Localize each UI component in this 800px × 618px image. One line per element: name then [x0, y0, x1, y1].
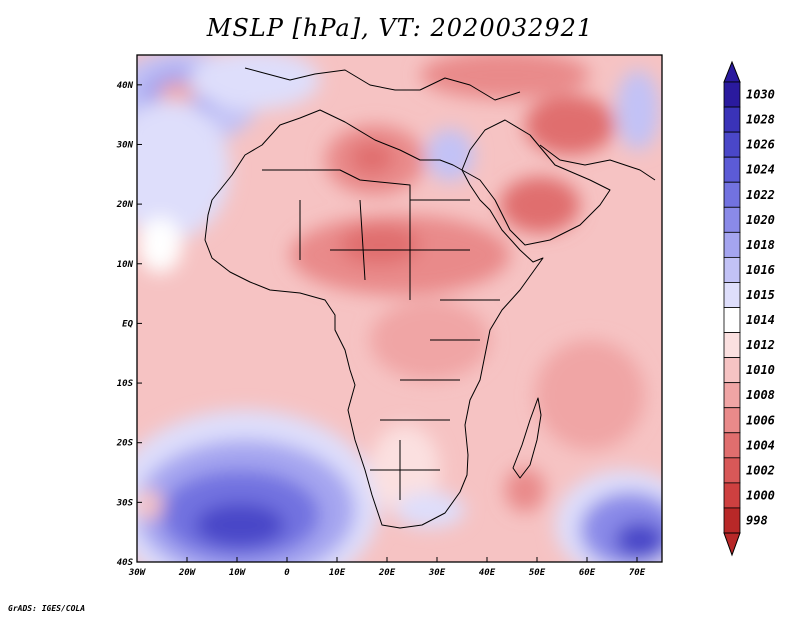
iberia-ridge — [190, 55, 320, 110]
colorbar-swatch — [723, 482, 741, 509]
central-asia-ridge — [616, 70, 660, 150]
colorbar-label: 1000 — [746, 488, 775, 502]
colorbar-swatch — [723, 357, 741, 384]
colorbar-label: 1016 — [746, 263, 775, 277]
lon-tick-label: 30W — [128, 568, 147, 578]
lat-tick-label: 10S — [117, 379, 134, 389]
border-south — [370, 440, 440, 500]
axis-ticks — [136, 84, 638, 563]
colorbar-label: 1015 — [746, 288, 775, 302]
colorbar-label: 1012 — [746, 338, 775, 352]
colorbar-swatch — [723, 256, 741, 283]
colorbar-swatch — [723, 156, 741, 183]
colorbar-label: 1022 — [746, 188, 775, 202]
border-sahel — [262, 169, 470, 201]
border-central — [299, 199, 470, 300]
lon-tick-label: 70E — [629, 568, 646, 578]
lat-tick-label: 20N — [116, 200, 134, 210]
colorbar-swatch — [723, 457, 741, 484]
lon-tick-label: 20W — [178, 568, 197, 578]
colorbar-swatch — [723, 382, 741, 409]
axis-labels: 30W 20W 10W 0 10E 20E 30E 40E 50E 60E 70E 40N 30N 20N… — [116, 81, 646, 578]
madagascar — [512, 397, 542, 479]
lon-tick-label: 10W — [229, 568, 247, 578]
lon-tick-label: 20E — [378, 568, 396, 578]
nw-ridge — [137, 100, 230, 240]
colorbar-swatch — [723, 307, 741, 333]
sahara-low-core — [350, 142, 394, 174]
colorbar-bottom-arrow — [723, 532, 741, 557]
coastlines-borders — [204, 67, 656, 529]
colorbar-label: 1018 — [746, 238, 775, 252]
colorbar-top-arrow — [723, 60, 741, 83]
egypt-ridge — [426, 129, 474, 181]
colorbar-label: 1028 — [746, 113, 775, 127]
colorbar-swatch — [723, 81, 741, 108]
atlantic-coastal-1014 — [138, 217, 182, 273]
credit-text: GrADS: IGES/COLA — [8, 604, 86, 613]
lon-tick-label: 40E — [479, 568, 496, 578]
colorbar-swatch — [723, 432, 741, 459]
europe-coast — [244, 67, 521, 101]
cape-ridge — [395, 492, 465, 528]
colorbar-swatch — [723, 206, 741, 233]
lat-tick-label: 30S — [116, 498, 134, 508]
arabia-low — [500, 177, 580, 233]
colorbar-label: 1004 — [746, 438, 775, 452]
colorbar-label: 1014 — [746, 313, 775, 327]
colorbar-swatch — [723, 332, 741, 359]
border-east — [380, 299, 500, 421]
colorbar-swatch — [723, 507, 741, 534]
lon-tick-label: 50E — [529, 568, 546, 578]
colorbar-label: 1006 — [746, 413, 775, 427]
turkey-low — [420, 55, 590, 99]
iran-low — [525, 95, 615, 155]
indian-ocean-low — [535, 340, 645, 450]
persian-gulf-coast — [539, 144, 656, 181]
lat-tick-label: EQ — [122, 319, 133, 329]
colorbar-label: 1024 — [746, 163, 775, 177]
colorbar-swatch — [723, 231, 741, 258]
colorbar-label: 1010 — [746, 363, 775, 377]
africa-coastline — [204, 109, 544, 529]
colorbar-swatch — [723, 282, 741, 308]
arabian-peninsula — [461, 119, 611, 246]
sahel-low-core — [340, 225, 420, 265]
colorbar: 1030 1028 1026 1024 1022 1020 1018 1016 1015 1014… — [723, 60, 775, 557]
map-title: MSLP [hPa], VT: 2020032921 — [206, 14, 594, 42]
lat-tick-label: 40N — [117, 81, 134, 91]
colorbar-label: 1030 — [746, 88, 775, 102]
lat-tick-label: 30N — [116, 140, 134, 150]
lat-tick-label: 40S — [117, 558, 134, 568]
atlantic-high-core — [159, 82, 195, 106]
south-atlantic-high-core — [195, 503, 285, 547]
south-indian-high-core — [615, 522, 662, 558]
lon-tick-label: 0 — [284, 568, 290, 578]
colorbar-swatch — [723, 131, 741, 158]
plot-frame — [136, 54, 663, 563]
colorbar-swatch — [723, 407, 741, 434]
colorbar-label: 1008 — [746, 388, 775, 402]
colorbar-label: 1002 — [746, 463, 775, 477]
lat-tick-label: 20S — [116, 439, 134, 449]
colorbar-swatch — [723, 106, 741, 133]
pressure-field — [137, 55, 662, 562]
lat-tick-label: 10N — [117, 260, 134, 270]
colorbar-swatch — [723, 181, 741, 208]
colorbar-label: 998 — [746, 513, 768, 527]
lon-tick-label: 60E — [579, 568, 596, 578]
lon-tick-label: 10E — [329, 568, 346, 578]
colorbar-label: 1020 — [746, 213, 775, 227]
lon-tick-label: 30E — [428, 568, 446, 578]
mozambique-low — [505, 468, 545, 512]
colorbar-label: 1026 — [746, 138, 775, 152]
west-low-spot — [137, 490, 163, 520]
